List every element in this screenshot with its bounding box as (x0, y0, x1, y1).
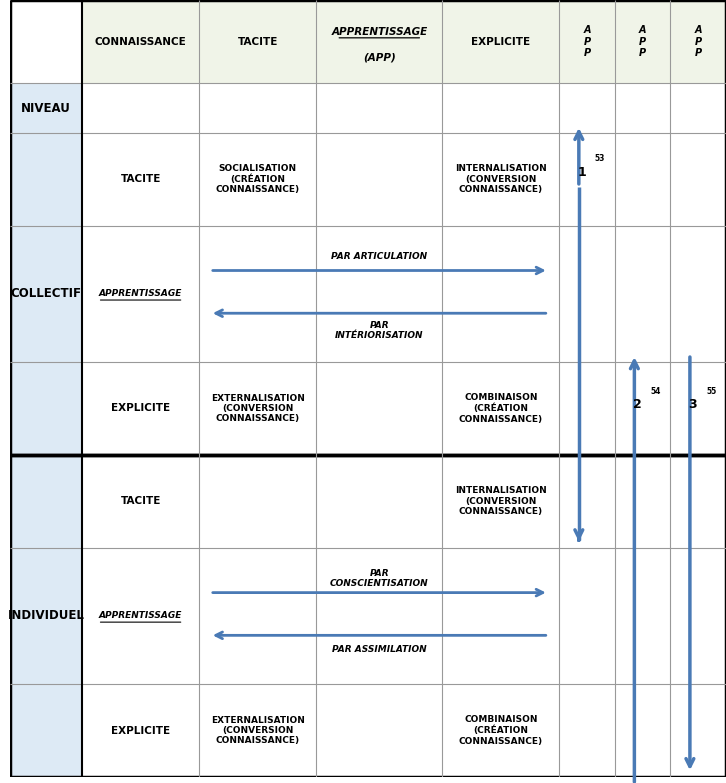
Text: (APP): (APP) (363, 52, 396, 63)
Bar (199, 455, 317, 548)
Bar (560, 0, 615, 84)
Text: EXTERNALISATION
(CONVERSION
CONNAISSANCE): EXTERNALISATION (CONVERSION CONNAISSANCE… (211, 394, 305, 424)
Bar (615, 133, 671, 226)
Bar (10, 362, 82, 455)
Text: TACITE: TACITE (237, 37, 278, 47)
Bar (10, 226, 82, 362)
Bar (442, 362, 560, 455)
Bar (615, 226, 671, 362)
Text: A
P
P: A P P (695, 25, 702, 58)
Bar (442, 133, 560, 226)
Bar (199, 362, 317, 455)
Bar (560, 684, 615, 777)
Text: PAR
INTÉRIORISATION: PAR INTÉRIORISATION (335, 320, 423, 340)
Bar (10, 0, 82, 84)
Text: 53: 53 (595, 154, 605, 164)
Text: TACITE: TACITE (121, 174, 160, 184)
Bar (317, 362, 442, 455)
Text: TACITE: TACITE (121, 496, 160, 507)
Bar (199, 684, 317, 777)
Bar (10, 133, 82, 226)
Bar (10, 684, 82, 777)
Bar (82, 0, 199, 84)
Bar (671, 226, 726, 362)
Bar (615, 362, 671, 455)
Bar (671, 0, 726, 84)
Bar (317, 548, 442, 684)
Text: EXPLICITE: EXPLICITE (111, 403, 170, 413)
Bar (671, 133, 726, 226)
Text: COMBINAISON
(CRÉATION
CONNAISSANCE): COMBINAISON (CRÉATION CONNAISSANCE) (459, 716, 543, 745)
Text: 2: 2 (632, 398, 641, 411)
Bar (82, 226, 199, 362)
Bar (442, 548, 560, 684)
Text: INTERNALISATION
(CONVERSION
CONNAISSANCE): INTERNALISATION (CONVERSION CONNAISSANCE… (455, 164, 547, 194)
Text: EXPLICITE: EXPLICITE (111, 726, 170, 735)
Bar (82, 684, 199, 777)
Bar (671, 548, 726, 684)
Bar (317, 455, 442, 548)
Bar (560, 455, 615, 548)
Bar (10, 84, 82, 133)
Bar (671, 362, 726, 455)
Bar (82, 133, 199, 226)
Bar (442, 226, 560, 362)
Bar (317, 684, 442, 777)
Bar (615, 455, 671, 548)
Bar (317, 84, 442, 133)
Bar (442, 455, 560, 548)
Bar (10, 455, 82, 548)
Text: PAR ASSIMILATION: PAR ASSIMILATION (332, 645, 427, 654)
Bar (560, 133, 615, 226)
Bar (199, 0, 317, 84)
Text: 55: 55 (706, 387, 717, 396)
Bar (82, 455, 199, 548)
Bar (199, 548, 317, 684)
Bar (560, 84, 615, 133)
Bar (615, 0, 671, 84)
Bar (671, 684, 726, 777)
Bar (560, 362, 615, 455)
Bar (671, 84, 726, 133)
Bar (671, 455, 726, 548)
Text: APPRENTISSAGE: APPRENTISSAGE (99, 612, 182, 620)
Text: EXPLICITE: EXPLICITE (471, 37, 531, 47)
Text: COLLECTIF: COLLECTIF (11, 287, 81, 301)
Text: APPRENTISSAGE: APPRENTISSAGE (331, 27, 428, 38)
Bar (560, 226, 615, 362)
Text: NIVEAU: NIVEAU (21, 102, 71, 114)
Bar (615, 684, 671, 777)
Text: 54: 54 (650, 387, 661, 396)
Bar (442, 684, 560, 777)
Text: A
P
P: A P P (639, 25, 646, 58)
Bar (317, 226, 442, 362)
Bar (82, 84, 199, 133)
Text: EXTERNALISATION
(CONVERSION
CONNAISSANCE): EXTERNALISATION (CONVERSION CONNAISSANCE… (211, 716, 305, 745)
Text: 3: 3 (688, 398, 697, 411)
Bar (442, 0, 560, 84)
Bar (199, 84, 317, 133)
Bar (615, 84, 671, 133)
Bar (82, 362, 199, 455)
Bar (615, 548, 671, 684)
Text: INDIVIDUEL: INDIVIDUEL (8, 609, 84, 622)
Text: COMBINAISON
(CRÉATION
CONNAISSANCE): COMBINAISON (CRÉATION CONNAISSANCE) (459, 393, 543, 424)
Text: PAR
CONSCIENTISATION: PAR CONSCIENTISATION (330, 569, 428, 588)
Bar (560, 548, 615, 684)
Text: CONNAISSANCE: CONNAISSANCE (94, 37, 187, 47)
Text: APPRENTISSAGE: APPRENTISSAGE (99, 289, 182, 298)
Text: SOCIALISATION
(CRÉATION
CONNAISSANCE): SOCIALISATION (CRÉATION CONNAISSANCE) (216, 164, 300, 194)
Bar (82, 548, 199, 684)
Bar (199, 226, 317, 362)
Text: PAR ARTICULATION: PAR ARTICULATION (331, 252, 428, 261)
Bar (199, 133, 317, 226)
Text: A
P
P: A P P (584, 25, 591, 58)
Text: INTERNALISATION
(CONVERSION
CONNAISSANCE): INTERNALISATION (CONVERSION CONNAISSANCE… (455, 486, 547, 516)
Bar (442, 84, 560, 133)
Bar (317, 133, 442, 226)
Bar (10, 548, 82, 684)
Text: 1: 1 (577, 167, 586, 179)
Bar (317, 0, 442, 84)
